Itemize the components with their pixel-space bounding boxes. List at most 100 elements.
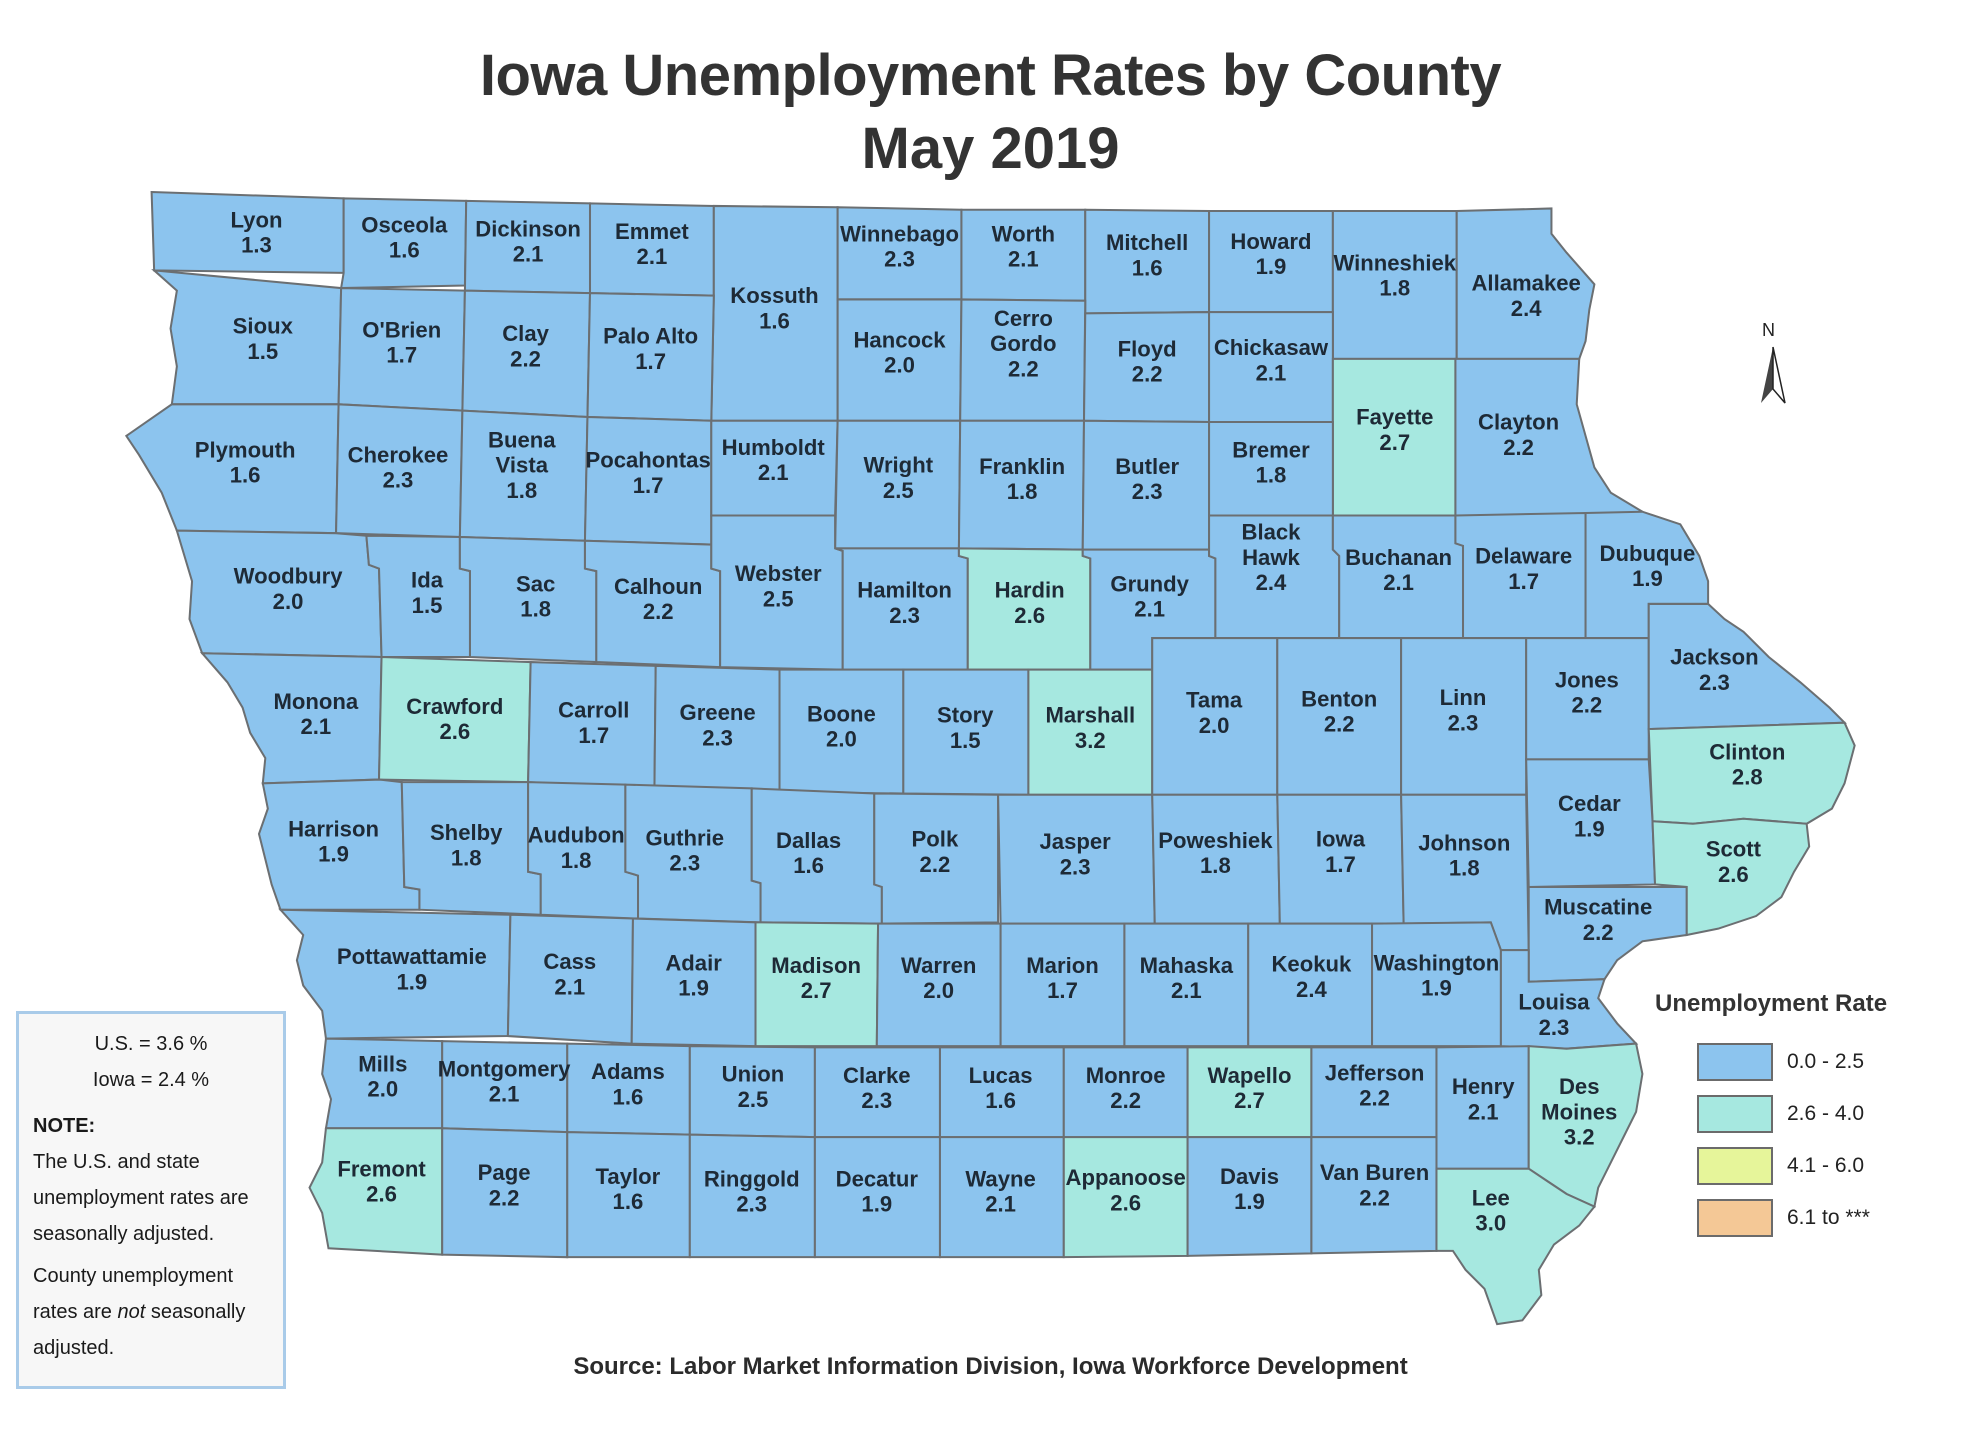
county-label-dickinson: Dickinson 2.1: [475, 216, 581, 266]
county-label-keokuk: Keokuk 2.4: [1271, 952, 1352, 1002]
county-label-linn: Linn 2.3: [1440, 685, 1487, 735]
counties-layer: [124, 191, 1856, 1326]
county-label-woodbury: Woodbury 2.0: [234, 564, 344, 614]
county-label-mills: Mills 2.0: [358, 1051, 407, 1101]
legend-swatch: [1697, 1199, 1773, 1237]
county-label-page: Page 2.2: [478, 1160, 531, 1210]
note-box: U.S. = 3.6 % Iowa = 2.4 % NOTE: The U.S.…: [16, 1011, 286, 1389]
county-label-story: Story 1.5: [937, 703, 994, 753]
county-label-taylor: Taylor 1.6: [596, 1164, 661, 1214]
county-label-worth: Worth 2.1: [992, 221, 1055, 271]
county-label-floyd: Floyd 2.2: [1118, 336, 1177, 386]
county-label-monona: Monona 2.1: [273, 689, 358, 739]
county-label-marshall: Marshall 3.2: [1045, 703, 1135, 753]
labels-layer: Lyon 1.3 Osceola 1.6 Dickinson 2.1 Emmet 2.1 Kos…: [195, 207, 1786, 1235]
county-label-clayton: Clayton 2.2: [1478, 410, 1559, 460]
county-label-winneshiek: Winneshiek 1.8: [1333, 250, 1456, 300]
legend: Unemployment Rate 0.0 - 2.5 2.6 - 4.0 4.…: [1655, 990, 1975, 1244]
legend-item: 4.1 - 6.0: [1655, 1140, 1975, 1192]
note-county-text-b: seasonally adjusted.: [33, 1301, 246, 1359]
legend-label: 0.0 - 2.5: [1787, 1050, 1865, 1073]
county-label-tama: Tama 2.0: [1186, 688, 1243, 738]
county-label-boone: Boone 2.0: [807, 701, 876, 751]
note-county-text-emphasis: not: [117, 1301, 146, 1323]
legend-swatch: [1697, 1043, 1773, 1081]
county-label-henry: Henry 2.1: [1452, 1074, 1515, 1124]
county-lee: [1435, 1167, 1597, 1326]
county-monona: [199, 652, 383, 785]
county-label-monroe: Monroe 2.2: [1086, 1063, 1166, 1113]
county-label-dubuque: Dubuque 1.9: [1600, 541, 1696, 591]
county-label-harrison: Harrison 1.9: [288, 816, 379, 866]
county-label-scott: Scott 2.6: [1706, 837, 1762, 887]
iowa-rate: Iowa = 2.4 %: [92, 1069, 210, 1091]
north-label: N: [1762, 320, 1775, 340]
legend-item: 6.1 to ***: [1655, 1192, 1975, 1244]
source-credit: Source: Labor Market Information Divisio…: [573, 1353, 1408, 1380]
county-label-mahaska: Mahaska 2.1: [1140, 953, 1234, 1003]
county-label-kossuth: Kossuth 1.6: [730, 283, 818, 333]
county-label-ida: Ida 1.5: [411, 568, 444, 618]
county-label-marion: Marion 1.7: [1026, 953, 1098, 1003]
county-label-grundy: Grundy 2.1: [1110, 571, 1189, 621]
county-label-ringgold: Ringgold 2.3: [704, 1166, 800, 1216]
county-label-howard: Howard 1.9: [1230, 229, 1311, 279]
county-label-des-moines: Des Moines 3.2: [1541, 1074, 1617, 1150]
county-label-humboldt: Humboldt 2.1: [722, 435, 826, 485]
county-label-sioux: Sioux 1.5: [233, 314, 294, 364]
county-label-buchanan: Buchanan 2.1: [1345, 545, 1452, 595]
legend-swatch: [1697, 1095, 1773, 1133]
county-label-poweshiek: Poweshiek 1.8: [1158, 828, 1273, 878]
county-label-pottawattamie: Pottawattamie 1.9: [337, 944, 487, 994]
county-label-hancock: Hancock 2.0: [853, 327, 946, 377]
county-label-louisa: Louisa 2.3: [1518, 990, 1590, 1040]
county-label-johnson: Johnson 1.8: [1418, 830, 1510, 880]
legend-label: 2.6 - 4.0: [1787, 1102, 1865, 1125]
county-label-dallas: Dallas 1.6: [776, 828, 841, 878]
county-label-mitchell: Mitchell 1.6: [1106, 230, 1188, 280]
county-label-warren: Warren 2.0: [901, 953, 976, 1003]
county-label-cass: Cass 2.1: [543, 949, 596, 999]
county-label-adams: Adams 1.6: [591, 1059, 665, 1109]
county-label-carroll: Carroll 1.7: [558, 698, 629, 748]
note-county-text-a: County unemployment rates are: [33, 1265, 234, 1323]
county-label-jefferson: Jefferson 2.2: [1325, 1060, 1425, 1110]
county-label-sac: Sac 1.8: [516, 571, 555, 621]
county-label-osceola: Osceola 1.6: [361, 212, 448, 262]
county-label-jackson: Jackson 2.3: [1670, 645, 1758, 695]
legend-label: 6.1 to ***: [1787, 1206, 1870, 1229]
county-label-cherokee: Cherokee 2.3: [348, 442, 449, 492]
county-label-black-hawk: Black Hawk 2.4: [1241, 520, 1301, 596]
county-label-bremer: Bremer 1.8: [1232, 437, 1310, 487]
county-label-butler: Butler 2.3: [1115, 454, 1179, 504]
note-seasonal-text: The U.S. and state unemployment rates ar…: [33, 1151, 249, 1245]
legend-swatch: [1697, 1147, 1773, 1185]
county-label-chickasaw: Chickasaw 2.1: [1214, 335, 1329, 385]
legend-label: 4.1 - 6.0: [1787, 1154, 1865, 1177]
county-label-decatur: Decatur 1.9: [836, 1166, 919, 1216]
county-label-winnebago: Winnebago 2.3: [840, 221, 959, 271]
county-osceola: [339, 197, 468, 290]
us-rate: U.S. = 3.6 %: [94, 1033, 208, 1055]
county-label-audubon: Audubon 1.8: [528, 823, 625, 873]
note-header: NOTE:: [33, 1115, 96, 1137]
county-clayton: [1454, 357, 1644, 517]
county-label-union: Union 2.5: [722, 1062, 785, 1112]
county-label-appanoose: Appanoose 2.6: [1065, 1165, 1185, 1215]
county-label-hardin: Hardin 2.6: [995, 578, 1065, 628]
county-label-cedar: Cedar 1.9: [1558, 791, 1621, 841]
county-label-shelby: Shelby 1.8: [430, 820, 503, 870]
county-label-polk: Polk 2.2: [912, 827, 959, 877]
county-label-fremont: Fremont 2.6: [337, 1156, 426, 1206]
map-subtitle: May 2019: [861, 116, 1120, 181]
county-label-benton: Benton 2.2: [1301, 686, 1377, 736]
county-label-o-brien: O'Brien 1.7: [362, 317, 441, 367]
county-label-greene: Greene 2.3: [680, 700, 756, 750]
county-label-palo-alto: Palo Alto 1.7: [603, 324, 698, 374]
county-label-emmet: Emmet 2.1: [615, 219, 689, 269]
legend-title: Unemployment Rate: [1655, 990, 1888, 1017]
county-label-hamilton: Hamilton 2.3: [857, 578, 952, 628]
map-title: Iowa Unemployment Rates by County: [479, 43, 1502, 108]
county-label-franklin: Franklin 1.8: [979, 454, 1065, 504]
